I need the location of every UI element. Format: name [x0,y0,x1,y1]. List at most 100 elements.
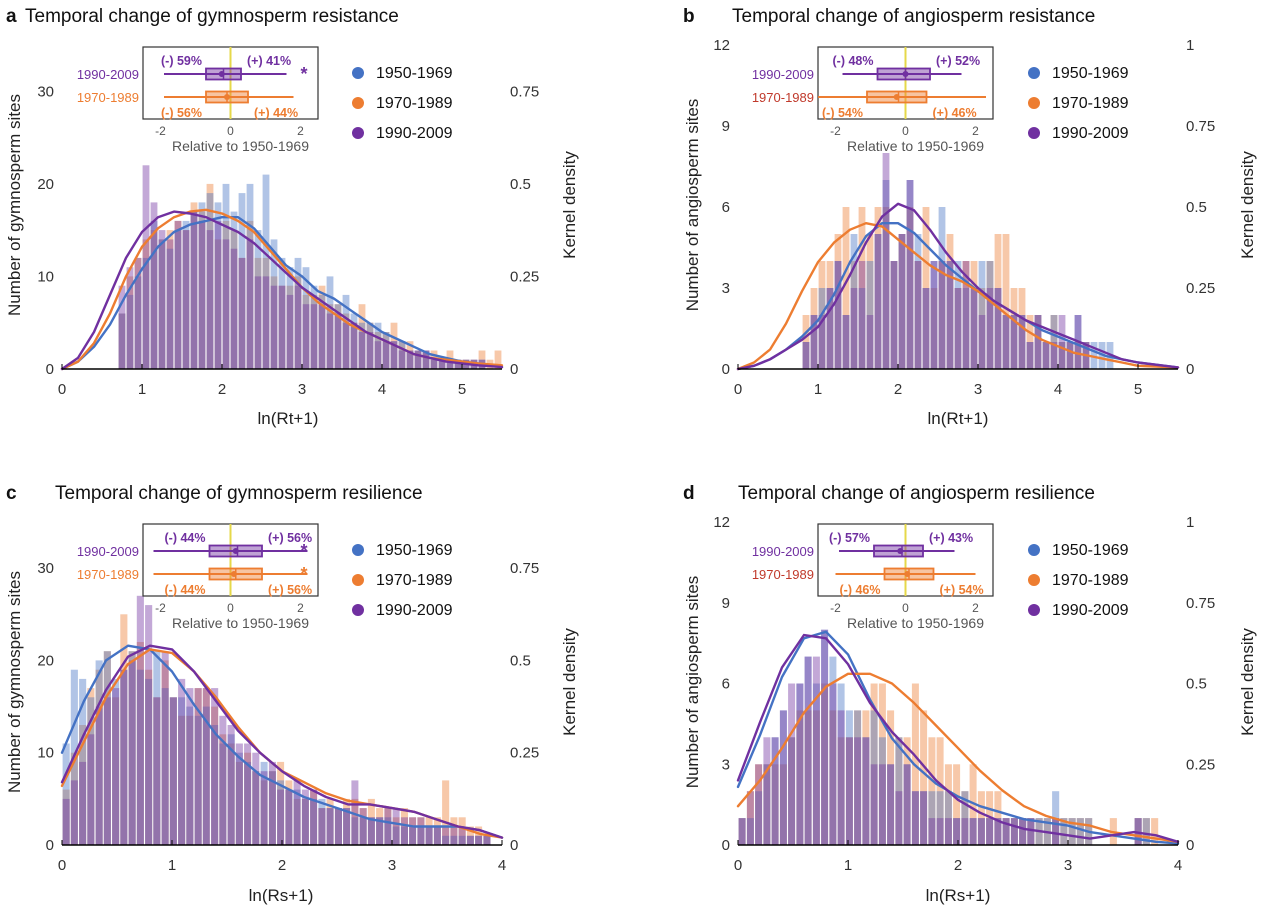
bar [310,789,318,845]
bar [398,341,406,369]
inset-pos-pct: (+) 46% [933,106,977,120]
bar [1050,315,1058,369]
bar [845,710,853,845]
bar [458,835,466,845]
bar [936,818,944,845]
bar [270,239,278,369]
bar [278,285,286,369]
bar [986,818,994,845]
bar [898,234,906,369]
bar [961,791,969,845]
bar [914,261,922,369]
bar [450,826,458,845]
bar [842,315,850,369]
bar [922,288,930,369]
bar [746,791,754,845]
y-tick-label-right: 0.25 [510,745,539,762]
legend-marker [1028,544,1040,556]
bar [930,261,938,369]
bar [994,818,1002,845]
panel-letter: d [683,483,695,504]
bar [802,342,810,369]
bar [260,761,268,845]
bar [417,817,425,845]
bar [198,220,206,369]
bar [310,304,318,369]
bar [285,789,293,845]
bar [1027,818,1035,845]
bar [222,220,230,369]
inset-axis-label: Relative to 1950-1969 [847,615,984,631]
bar [944,791,952,845]
bar [433,817,441,845]
y-axis-label-right: Kernel density [560,628,579,736]
bar [818,288,826,369]
bar [302,294,310,369]
bar [458,826,466,845]
inset-tick-label: -2 [155,601,166,615]
panel-d: d Temporal change of angiosperm resilien… [683,483,1257,905]
inset-pos-pct: (+) 43% [929,531,973,545]
inset-neg-pct: (-) 59% [161,54,202,68]
bar [158,230,166,369]
bar [318,285,326,369]
bar [946,261,954,369]
y-axis-label-left: Number of angiosperm sites [683,99,702,312]
bar [928,737,936,845]
bar [1026,315,1034,369]
bar [406,341,414,369]
bar [161,651,169,845]
bar [103,651,111,845]
bar [190,211,198,369]
bar [417,817,425,845]
bar [186,715,194,845]
bar [858,261,866,369]
legend-label: 1990-2009 [376,125,453,142]
legend-marker [1028,97,1040,109]
bar [994,288,1002,369]
bar [829,710,837,845]
bar [1026,342,1034,369]
bar [118,313,126,369]
bar [374,322,382,369]
bar [222,239,230,369]
panel-letter: b [683,6,695,27]
legend-label: 1990-2009 [1052,125,1129,142]
bar [260,771,268,845]
bar [214,220,222,369]
y-tick-label-left: 10 [37,745,54,762]
bar [293,780,301,845]
inset-neg-pct: (-) 56% [161,106,202,120]
kde-line [736,221,1180,371]
bar [62,798,70,845]
y-axis-label-left: Number of gymnosperm sites [5,571,24,793]
inset-pos-pct: (+) 56% [268,531,312,545]
x-tick-label: 0 [58,857,66,874]
bar [318,808,326,845]
bar [244,761,252,845]
bar [246,220,254,369]
bar [118,313,126,369]
bar [79,725,87,845]
bar [142,165,150,369]
bar [186,688,194,845]
bar [829,656,837,845]
bar [970,288,978,369]
bar [802,342,810,369]
bar [890,261,898,369]
inset-pos-pct: (+) 44% [254,106,298,120]
inset-pos-pct: (+) 54% [940,583,984,597]
bar [422,350,430,369]
bar [834,261,842,369]
bar [796,683,804,845]
x-tick-label: 5 [458,381,466,398]
bar [342,294,350,369]
bar [961,818,969,845]
bar [882,153,890,369]
bar [788,683,796,845]
bar [834,234,842,369]
bar [277,780,285,845]
bar [862,737,870,845]
bar [145,605,153,845]
